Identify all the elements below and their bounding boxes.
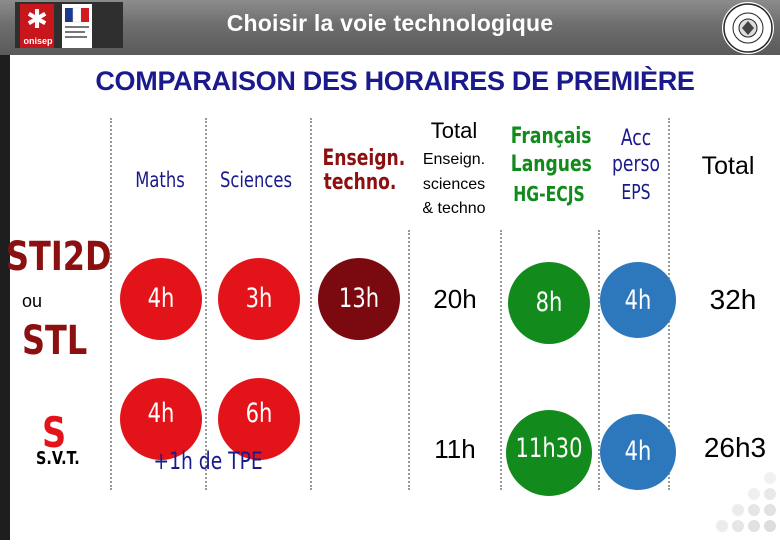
col-header-enseign-techno-2: techno.	[323, 170, 397, 195]
cell-sti2d-acc: 4h	[600, 262, 676, 338]
page-heading: COMPARAISON DES HORAIRES DE PREMIÈRE	[95, 66, 695, 96]
left-edge-strip	[0, 55, 10, 540]
seal-logo	[722, 2, 774, 54]
onisep-logo-text: onisep	[23, 36, 53, 46]
cell-sti2d-techno-value: 13h	[338, 283, 380, 314]
column-divider	[310, 118, 312, 490]
cell-sti2d-techno: 13h	[318, 258, 400, 340]
row-label-sti2d: STI2D	[6, 234, 112, 280]
col-header-total-enseign-3: sciences	[422, 176, 486, 193]
row-label-s: S	[42, 408, 67, 457]
column-divider	[110, 118, 112, 490]
cell-sti2d-total-enseign: 20h	[433, 284, 477, 314]
cell-s-acc: 4h	[600, 414, 676, 490]
col-header-sciences: Sciences	[219, 168, 293, 192]
onisep-star-icon: ✱	[26, 4, 48, 34]
column-divider	[205, 118, 207, 490]
col-header-total: Total	[701, 152, 755, 180]
header-bar	[0, 0, 780, 55]
col-header-acc-3: EPS	[621, 180, 651, 204]
cell-s-total: 26h3	[703, 432, 767, 463]
col-header-acc-2: perso	[612, 152, 660, 177]
col-header-francais-1: Français	[510, 124, 592, 149]
cell-s-francais: 11h30	[506, 410, 592, 496]
col-header-total-enseign-2: Enseign.	[422, 151, 486, 168]
cell-s-acc-value: 4h	[624, 436, 652, 467]
header-title: Choisir la voie technologique	[226, 10, 554, 36]
col-header-francais-2: Langues	[510, 152, 592, 177]
cell-sti2d-sciences-value: 3h	[245, 283, 273, 314]
cell-s-total-enseign: 11h	[434, 434, 476, 464]
government-logo	[62, 4, 92, 48]
col-header-total-enseign-1: Total	[430, 118, 478, 143]
cell-sti2d-maths-value: 4h	[147, 283, 175, 314]
cell-s-maths-value: 4h	[147, 398, 175, 429]
row-label-or: ou	[22, 291, 43, 311]
column-divider	[598, 230, 600, 490]
cell-s-sciences: 6h	[218, 378, 300, 460]
cell-sti2d-maths: 4h	[120, 258, 202, 340]
col-header-total-enseign-4: & techno	[422, 200, 486, 217]
cell-sti2d-francais: 8h	[508, 262, 590, 344]
cell-sti2d-francais-value: 8h	[535, 287, 563, 318]
cell-sti2d-total: 32h	[709, 284, 757, 315]
col-header-acc-1: Acc	[620, 126, 652, 151]
cell-s-francais-value: 11h30	[515, 433, 583, 464]
row-label-svt: S.V.T.	[36, 448, 80, 469]
cell-s-sciences-value: 6h	[245, 398, 273, 429]
tpe-note: +1h de TPE	[153, 447, 263, 475]
decorative-dots	[712, 470, 780, 540]
cell-sti2d-acc-value: 4h	[624, 285, 652, 316]
column-divider	[408, 230, 410, 490]
row-label-stl: STL	[22, 318, 88, 364]
col-header-francais-3: HG-ECJS	[513, 182, 585, 206]
cell-sti2d-sciences: 3h	[218, 258, 300, 340]
column-divider	[500, 230, 502, 490]
col-header-maths: Maths	[135, 168, 185, 192]
col-header-enseign-techno-1: Enseign.	[322, 146, 406, 171]
onisep-logo	[20, 4, 54, 48]
cell-s-maths: 4h	[120, 378, 202, 460]
